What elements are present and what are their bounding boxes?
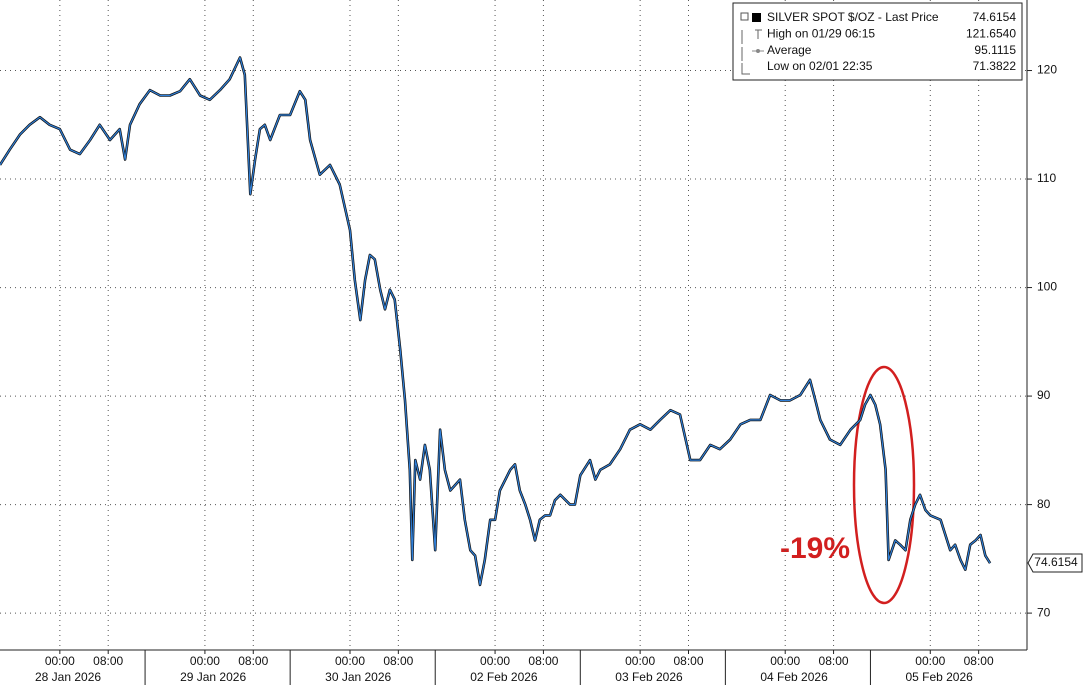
x-tick-label: 08:00 — [238, 654, 268, 668]
day-label: 28 Jan 2026 — [35, 670, 101, 684]
legend-value: 74.6154 — [973, 10, 1017, 24]
highlight-ellipse — [852, 365, 916, 605]
legend-value: 121.6540 — [966, 26, 1016, 40]
y-tick-label: 120 — [1037, 63, 1057, 77]
x-tick-label: 00:00 — [770, 654, 800, 668]
legend-icon — [741, 29, 762, 75]
y-tick-label: 80 — [1037, 497, 1051, 511]
legend-icon — [740, 12, 749, 21]
y-tick-label: 110 — [1037, 171, 1056, 185]
legend-label: High on 01/29 06:15 — [767, 26, 875, 40]
last-price-flag — [1027, 553, 1083, 573]
day-label: 29 Jan 2026 — [180, 670, 246, 684]
x-tick-label: 08:00 — [673, 654, 703, 668]
x-tick-label: 00:00 — [190, 654, 220, 668]
last-price-label: 74.6154 — [1034, 555, 1078, 569]
legend-value: 95.1115 — [974, 43, 1016, 57]
day-label: 30 Jan 2026 — [325, 670, 391, 684]
x-tick-label: 00:00 — [625, 654, 655, 668]
day-label: 04 Feb 2026 — [760, 670, 828, 684]
annotation: -19% — [780, 532, 850, 565]
legend-label: SILVER SPOT $/OZ - Last Price — [767, 10, 939, 24]
x-tick-label: 00:00 — [480, 654, 510, 668]
x-tick-label: 08:00 — [819, 654, 849, 668]
legend-label: Average — [767, 43, 812, 57]
x-tick-label: 00:00 — [915, 654, 945, 668]
x-tick-label: 08:00 — [93, 654, 123, 668]
x-tick-label: 08:00 — [964, 654, 994, 668]
day-label: 05 Feb 2026 — [905, 670, 973, 684]
legend-value: 71.3822 — [973, 59, 1017, 73]
day-label: 03 Feb 2026 — [615, 670, 683, 684]
legend-label: Low on 02/01 22:35 — [767, 59, 873, 73]
y-tick-label: 90 — [1037, 388, 1051, 402]
legend-icon — [756, 49, 760, 53]
y-tick-label: 70 — [1037, 605, 1051, 619]
x-tick-label: 08:00 — [383, 654, 413, 668]
x-tick-label: 00:00 — [45, 654, 75, 668]
day-label: 02 Feb 2026 — [470, 670, 538, 684]
price-line — [0, 56, 991, 586]
legend-icon — [752, 13, 761, 22]
y-tick-label: 100 — [1037, 280, 1057, 294]
x-tick-label: 00:00 — [335, 654, 365, 668]
legend-box — [732, 2, 1023, 81]
legend: SILVER SPOT $/OZ - Last Price 74.6154 High… — [732, 2, 1023, 81]
x-tick-label: 08:00 — [528, 654, 558, 668]
